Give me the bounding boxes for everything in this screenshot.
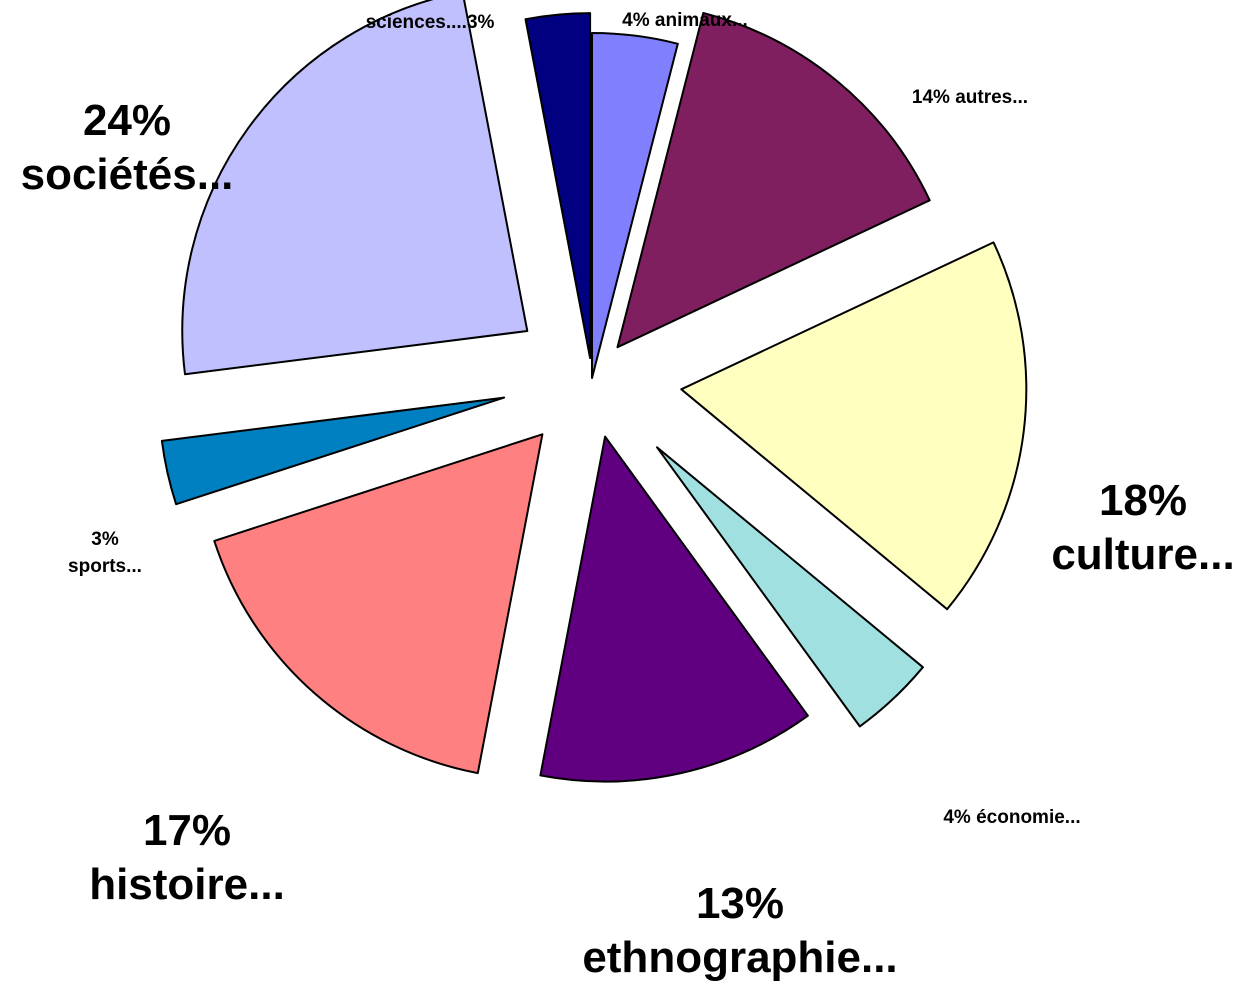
pie-slice-societes [181, 0, 529, 376]
slice-label-histoire: 17% histoire... [89, 806, 285, 909]
pie-slice-histoire [213, 433, 544, 775]
pie-slice-sports [160, 396, 506, 506]
slice-label-line: sociétés... [21, 150, 234, 199]
pie-slice-culture [680, 241, 1028, 611]
pie-slice-animaux [591, 31, 679, 379]
slice-label-line: 13% [696, 879, 784, 928]
slice-label-sciences: sciences....3% [366, 12, 495, 33]
slice-label-line: sports... [68, 556, 142, 577]
slice-label-autres: 14% autres... [912, 87, 1028, 108]
slice-label-line: 4% économie... [943, 807, 1080, 828]
slice-label-economie: 4% économie... [943, 807, 1080, 828]
slice-label-line: 3% [91, 529, 119, 550]
slice-label-line: histoire... [89, 860, 285, 909]
slice-label-line: 4% animaux... [622, 10, 748, 31]
pie-slice-autres [616, 12, 931, 349]
slice-label-line: 18% [1099, 476, 1187, 525]
slice-label-line: 17% [143, 806, 231, 855]
pie-slice-sciences [524, 12, 592, 360]
slice-label-line: 24% [83, 96, 171, 145]
slice-label-ethnographie: 13% ethnographie... [582, 879, 897, 982]
slice-label-animaux: 4% animaux... [622, 10, 748, 31]
slice-label-line: culture... [1051, 530, 1234, 579]
slice-label-line: ethnographie... [582, 933, 897, 982]
slice-label-sports: 3% sports... [68, 529, 142, 577]
pie-slice-economie [656, 446, 924, 728]
pie-slice-ethnographie [539, 435, 809, 783]
pie-labels: 4% animaux... 14% autres... 18% culture... 4… [21, 10, 1235, 982]
slice-label-line: sciences....3% [366, 12, 495, 33]
pie-slices [160, 0, 1028, 783]
slice-label-societes: 24% sociétés... [21, 96, 234, 199]
slice-label-culture: 18% culture... [1051, 476, 1234, 579]
slice-label-line: 14% autres... [912, 87, 1028, 108]
